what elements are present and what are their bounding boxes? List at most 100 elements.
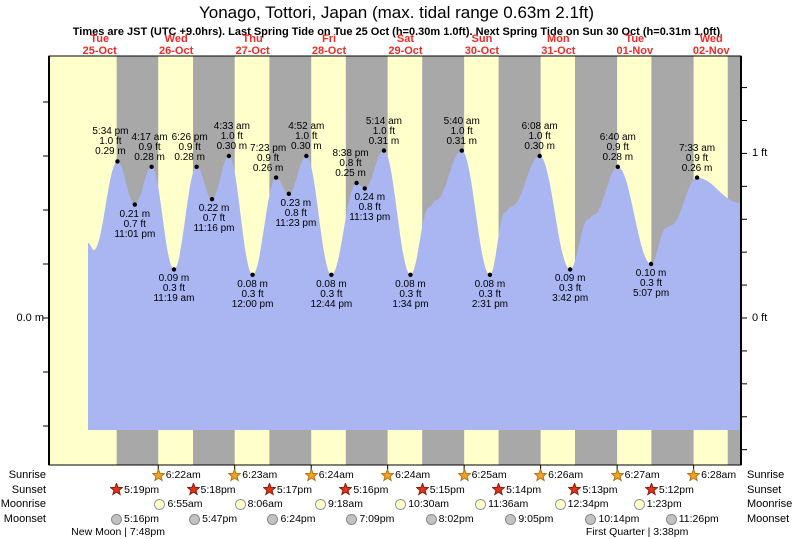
moonrise-icon <box>633 498 646 511</box>
sunset-icon <box>262 483 276 496</box>
tide-point-marker <box>250 272 255 277</box>
sunset-time: 5:13pm <box>582 483 618 496</box>
moonrise-icon <box>153 498 166 511</box>
sunset-time: 5:14pm <box>506 483 542 496</box>
tide-annotation-high: 7:33 am 0.9 ft 0.26 m <box>678 142 716 174</box>
page-title: Yonago, Tottori, Japan (max. tidal range… <box>198 3 595 22</box>
sunset-entry: 5:12pm <box>644 483 694 496</box>
tide-annotation-high: 6:08 am 1.0 ft 0.30 m <box>521 121 558 152</box>
y-axis-label-meters: 0.0 m <box>16 312 44 324</box>
tide-annotation-high: 7:23 pm 0.9 ft 0.26 m <box>250 142 287 174</box>
moonrise-time: 11:36am <box>488 498 529 510</box>
sunset-icon <box>644 483 658 496</box>
y-axis-label-one-ft: 1 ft <box>752 147 768 159</box>
tide-annotation-high: 5:14 am 1.0 ft 0.31 m <box>365 115 402 147</box>
moonset-time: 8:02pm <box>438 513 474 525</box>
sunrise-time: 6:26am <box>548 469 584 481</box>
sunrise-icon <box>381 468 395 482</box>
moonrise-time: 9:18am <box>327 498 363 510</box>
sunset-icon <box>492 483 506 496</box>
sunrise-time: 6:24am <box>318 469 354 481</box>
tide-annotation-low: 0.08 m 0.3 ft 2:31 pm <box>471 278 508 310</box>
tide-point-marker <box>329 272 334 277</box>
tide-annotation-high: 5:34 pm 1.0 ft 0.29 m <box>92 126 129 158</box>
moonrise-entry: 1:23pm <box>633 498 682 511</box>
moonset-icon <box>504 513 517 526</box>
sunrise-entry: 6:22am <box>151 468 201 482</box>
moonrise-entry: 9:18am <box>314 498 363 511</box>
tide-point-marker <box>694 175 700 180</box>
moonset-entry: 10:14pm <box>584 513 639 526</box>
moonset-entry: 6:24pm <box>266 513 316 526</box>
sunrise-icon <box>151 468 165 482</box>
moonset-icon <box>425 513 438 526</box>
sunrise-icon <box>687 468 701 482</box>
tide-annotation-low: 0.23 m 0.8 ft 11:23 pm <box>275 197 317 229</box>
moonrise-entry: 8:06am <box>234 498 283 511</box>
moonset-time: 5:47pm <box>202 513 238 525</box>
tide-annotation-low: 0.08 m 0.3 ft 12:44 pm <box>310 278 353 310</box>
tide-point-marker <box>567 267 573 272</box>
row-label-moonrise-right: Moonrise <box>747 498 793 510</box>
moonset-time: 6:24pm <box>280 513 316 525</box>
sunrise-time: 6:27am <box>624 469 660 481</box>
tide-annotation-high: 4:33 am 1.0 ft 0.30 m <box>213 121 250 152</box>
moonset-time: 11:26pm <box>678 513 719 525</box>
sunset-entry: 5:19pm <box>110 483 159 496</box>
moonrise-icon <box>234 498 247 511</box>
row-label-moonrise-left: Moonrise <box>0 498 46 510</box>
tide-point-marker <box>286 191 292 196</box>
tide-annotation-high: 4:17 am 0.9 ft 0.28 m <box>131 131 168 163</box>
day-label: Sat 29-Oct <box>388 33 423 57</box>
tide-annotation-low: 0.08 m 0.3 ft 12:00 pm <box>231 278 274 310</box>
row-label-moonset-right: Moonset <box>747 513 790 525</box>
moonrise-icon <box>554 498 567 511</box>
sunrise-icon <box>457 468 471 482</box>
moonset-icon <box>584 513 597 526</box>
sunset-time: 5:18pm <box>200 483 236 496</box>
tide-annotation-high: 4:52 am 1.0 ft 0.30 m <box>288 121 325 152</box>
tide-point-marker <box>615 164 621 169</box>
row-label-sunrise-right: Sunrise <box>747 469 785 481</box>
moon-phase-note: First Quarter | 3:38pm <box>585 526 689 538</box>
moonrise-icon <box>314 498 327 511</box>
sunrise-entry: 6:23am <box>228 468 277 482</box>
moonset-time: 7:09pm <box>359 513 395 525</box>
tide-point-marker <box>537 153 542 159</box>
sunrise-entry: 6:28am <box>687 468 736 482</box>
moonset-icon <box>345 513 358 526</box>
tide-annotation-low: 0.22 m 0.7 ft 11:16 pm <box>193 203 235 235</box>
tide-annotation-low: 0.21 m 0.7 ft 11:01 pm <box>114 208 156 240</box>
moonrise-icon <box>394 498 407 511</box>
tide-point-marker <box>273 175 279 180</box>
moonrise-time: 8:06am <box>247 498 283 510</box>
sunset-entry: 5:14pm <box>492 483 541 496</box>
sunset-entry: 5:17pm <box>262 483 312 496</box>
row-label-moonset-left: Moonset <box>3 513 46 525</box>
sunrise-icon <box>610 468 624 482</box>
moonrise-time: 12:34pm <box>567 498 609 510</box>
tide-point-marker <box>226 153 232 159</box>
sunrise-icon <box>534 468 548 482</box>
tide-point-marker <box>209 197 215 202</box>
moonrise-time: 10:30am <box>408 498 450 510</box>
tide-point-marker <box>171 267 177 272</box>
sunset-entry: 5:13pm <box>568 483 618 496</box>
sunrise-entry: 6:26am <box>534 468 584 482</box>
tide-annotation-low: 0.09 m 0.3 ft 11:19 am <box>153 273 195 305</box>
moonrise-entry: 12:34pm <box>554 498 609 511</box>
sunset-time: 5:19pm <box>124 483 160 496</box>
tide-point-marker <box>408 272 413 277</box>
moonset-entry: 7:09pm <box>345 513 394 526</box>
day-label: Wed 02-Nov <box>692 33 730 57</box>
sunrise-entry: 6:24am <box>304 468 354 482</box>
moonset-icon <box>188 513 201 526</box>
moonset-time: 10:14pm <box>598 513 640 525</box>
tide-point-marker <box>459 148 464 153</box>
moonrise-entry: 11:36am <box>474 498 528 511</box>
moonset-icon <box>110 513 123 526</box>
moon-phase-note: New Moon | 7:48pm <box>71 526 165 538</box>
tide-point-marker <box>149 164 154 169</box>
